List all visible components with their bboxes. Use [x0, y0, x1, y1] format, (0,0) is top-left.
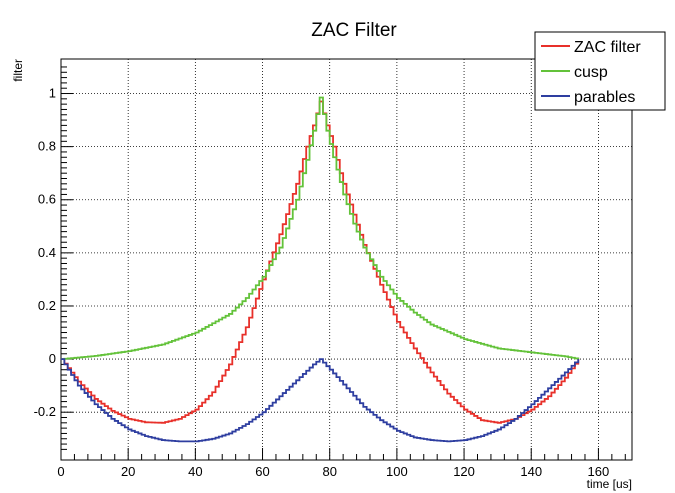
chart-title: ZAC Filter	[311, 20, 397, 41]
x-tick-label: 40	[188, 464, 202, 479]
x-tick-label: 80	[322, 464, 336, 479]
legend-label-cusp: cusp	[574, 64, 608, 81]
x-tick-label: 100	[386, 464, 408, 479]
y-tick-labels: -0.2 0 0.2 0.4 0.6 0.8 1	[34, 86, 56, 420]
legend: ZAC filter cusp parables	[535, 32, 665, 110]
x-tick-label: 120	[453, 464, 475, 479]
x-tick-label: 0	[57, 464, 64, 479]
x-tick-labels: 0 20 40 60 80 100 120 140 160	[57, 464, 609, 479]
y-tick-label: -0.2	[34, 404, 56, 419]
y-tick-label: 1	[49, 86, 56, 101]
x-tick-label: 60	[255, 464, 269, 479]
legend-label-zac: ZAC filter	[574, 39, 641, 56]
legend-label-parables: parables	[574, 89, 635, 106]
y-tick-label: 0	[49, 351, 56, 366]
x-axis-label: time [us]	[587, 477, 632, 491]
y-tick-label: 0.4	[38, 245, 56, 260]
y-axis-label: filter	[11, 59, 25, 82]
y-tick-label: 0.8	[38, 139, 56, 154]
y-tick-label: 0.2	[38, 298, 56, 313]
y-tick-label: 0.6	[38, 192, 56, 207]
x-tick-label: 20	[121, 464, 135, 479]
x-tick-label: 140	[520, 464, 542, 479]
plot-frame	[61, 59, 632, 460]
